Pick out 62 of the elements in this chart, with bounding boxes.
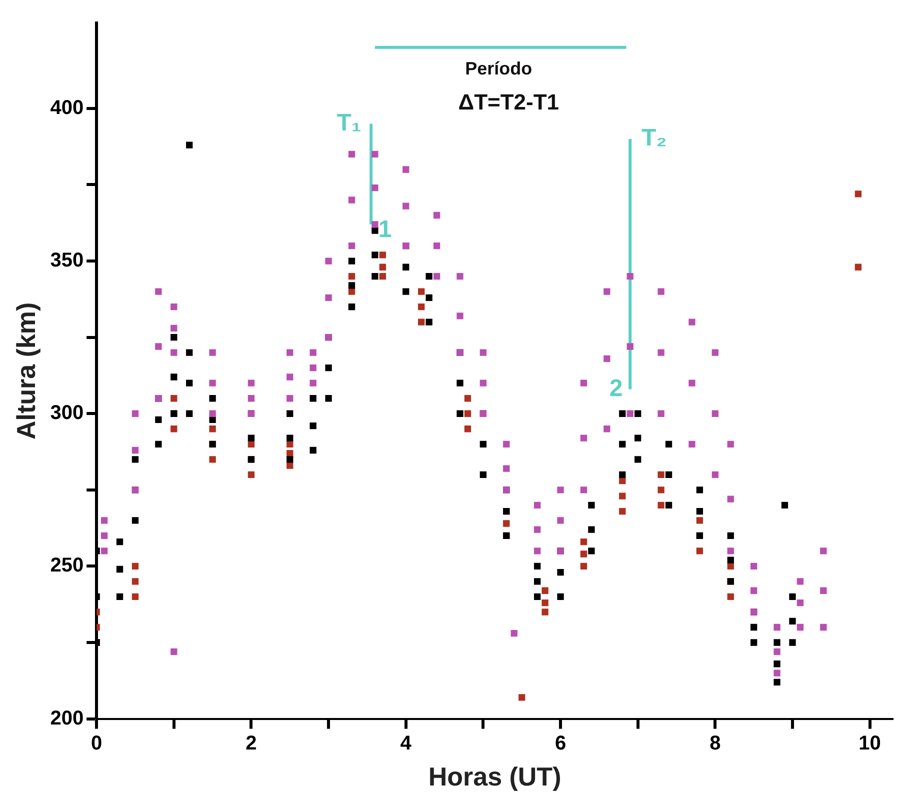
point <box>619 477 626 484</box>
x-tick-label: 0 <box>91 732 102 754</box>
point <box>658 471 664 478</box>
x-tick-label: 4 <box>400 732 412 754</box>
point <box>658 486 664 494</box>
point <box>248 440 255 448</box>
point <box>209 426 216 432</box>
point <box>286 440 294 448</box>
y-tick-label: 350 <box>50 250 84 272</box>
y-tick-label: 200 <box>50 707 84 730</box>
point <box>727 562 734 570</box>
x-tick-label: 6 <box>554 732 566 754</box>
point <box>619 492 626 500</box>
point <box>542 608 548 616</box>
point <box>379 264 386 270</box>
point <box>658 502 664 509</box>
point <box>854 190 862 198</box>
point <box>248 471 255 478</box>
point <box>542 587 548 594</box>
point <box>379 272 386 280</box>
y-axis-title: Altura (km) <box>10 302 41 440</box>
point <box>854 264 862 270</box>
point <box>209 456 216 463</box>
point <box>170 395 178 402</box>
point <box>348 288 356 295</box>
point <box>286 462 294 469</box>
y-tick-label: 400 <box>50 96 84 119</box>
point <box>503 520 510 527</box>
annotation: ΔT=T2-T1 <box>458 89 560 114</box>
y-tick-label: 250 <box>50 554 84 577</box>
x-tick-label: 10 <box>858 732 881 754</box>
point <box>619 508 626 515</box>
point <box>580 550 588 558</box>
x-axis-title: Horas (UT) <box>428 762 562 792</box>
point <box>132 562 139 570</box>
point <box>464 410 472 417</box>
annotation: 2 <box>609 374 623 402</box>
point <box>379 252 386 258</box>
point <box>418 303 425 310</box>
point <box>464 395 472 402</box>
point <box>580 538 588 546</box>
point <box>418 288 425 295</box>
point <box>132 593 139 600</box>
point <box>727 593 734 600</box>
point <box>132 578 139 585</box>
annotation: 1 <box>378 216 392 244</box>
annotation: T₁ <box>336 109 362 136</box>
x-tick-label: 2 <box>246 732 257 754</box>
point <box>170 426 178 432</box>
x-tick-label: 8 <box>710 732 721 754</box>
point <box>518 694 526 701</box>
point <box>418 318 425 326</box>
point <box>696 548 704 554</box>
annotation: T₂ <box>641 124 667 152</box>
annotation: Período <box>465 58 532 78</box>
point <box>696 517 704 524</box>
point <box>542 600 548 606</box>
y-tick-label: 300 <box>50 402 84 424</box>
point <box>580 562 588 570</box>
point <box>286 450 294 457</box>
point <box>348 272 356 280</box>
point <box>464 426 472 432</box>
